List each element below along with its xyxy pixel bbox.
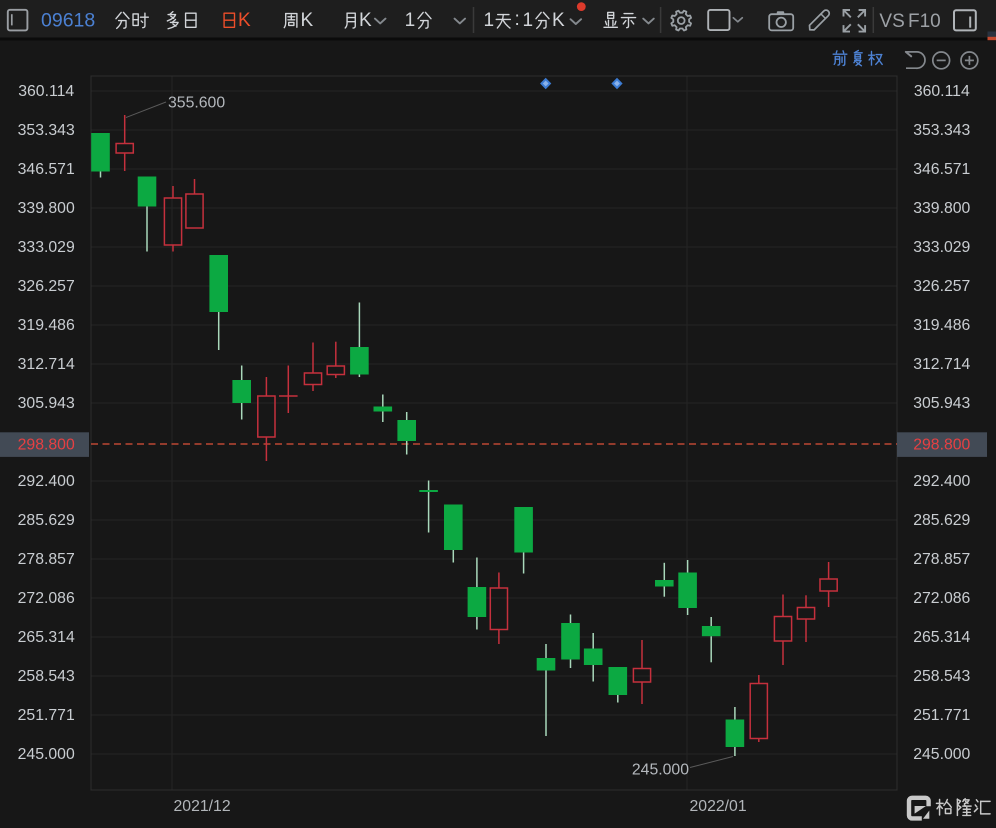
svg-text:VS: VS: [879, 11, 904, 32]
svg-text:360.114: 360.114: [18, 83, 74, 100]
svg-text:245.000: 245.000: [18, 746, 75, 763]
svg-text:285.629: 285.629: [18, 512, 75, 529]
svg-text:278.857: 278.857: [18, 551, 75, 568]
svg-text:2022/01: 2022/01: [690, 798, 747, 815]
svg-text:339.800: 339.800: [913, 200, 970, 217]
svg-text:292.400: 292.400: [18, 473, 75, 490]
svg-text:245.000: 245.000: [632, 762, 689, 779]
svg-text:360.114: 360.114: [914, 83, 970, 100]
svg-text:265.314: 265.314: [18, 629, 75, 646]
svg-text:278.857: 278.857: [913, 551, 970, 568]
svg-text:285.629: 285.629: [913, 512, 970, 529]
svg-text:265.314: 265.314: [913, 629, 970, 646]
svg-text:K: K: [301, 10, 314, 31]
svg-text:2021/12: 2021/12: [174, 798, 231, 815]
svg-text:319.486: 319.486: [18, 317, 75, 334]
svg-text:298.800: 298.800: [18, 437, 75, 454]
svg-text:312.714: 312.714: [18, 356, 75, 373]
svg-text:305.943: 305.943: [18, 395, 75, 412]
svg-text:326.257: 326.257: [913, 278, 970, 295]
svg-text:319.486: 319.486: [913, 317, 970, 334]
svg-text:F10: F10: [908, 11, 941, 32]
svg-text:333.029: 333.029: [913, 239, 970, 256]
svg-text::: :: [515, 9, 520, 30]
svg-text:1: 1: [405, 10, 416, 31]
svg-text:355.600: 355.600: [168, 95, 225, 112]
svg-text:353.343: 353.343: [913, 122, 970, 139]
svg-text:251.771: 251.771: [18, 707, 75, 724]
svg-text:339.800: 339.800: [18, 200, 75, 217]
svg-text:K: K: [359, 10, 372, 31]
svg-text:333.029: 333.029: [18, 239, 75, 256]
svg-text:1: 1: [523, 10, 534, 31]
svg-text:272.086: 272.086: [18, 590, 75, 607]
svg-text:245.000: 245.000: [913, 746, 970, 763]
svg-text:1: 1: [484, 10, 495, 31]
svg-text:292.400: 292.400: [913, 473, 970, 490]
svg-text:305.943: 305.943: [913, 395, 970, 412]
svg-text:353.343: 353.343: [18, 122, 75, 139]
svg-text:326.257: 326.257: [18, 278, 75, 295]
svg-text:258.543: 258.543: [913, 668, 970, 685]
svg-text:K: K: [238, 10, 251, 31]
svg-text:312.714: 312.714: [913, 356, 970, 373]
svg-text:K: K: [552, 10, 565, 31]
svg-text:09618: 09618: [41, 9, 95, 31]
svg-text:258.543: 258.543: [18, 668, 75, 685]
svg-text:298.800: 298.800: [913, 437, 970, 454]
svg-text:346.571: 346.571: [913, 161, 970, 178]
svg-text:346.571: 346.571: [18, 161, 75, 178]
svg-text:251.771: 251.771: [913, 707, 970, 724]
svg-text:272.086: 272.086: [913, 590, 970, 607]
